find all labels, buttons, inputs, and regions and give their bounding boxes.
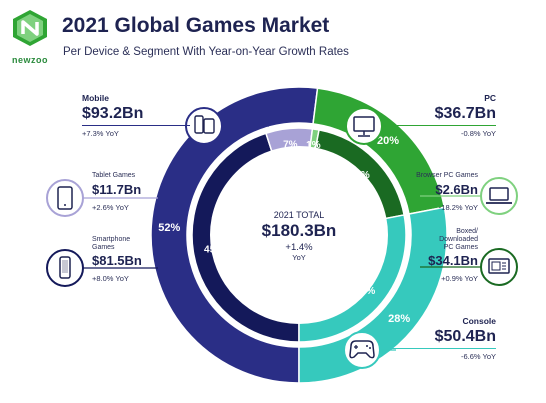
- console-yoy: -6.6% YoY: [460, 352, 496, 361]
- tablet-callout: Tablet Games $11.7Bn +2.6% YoY: [92, 172, 162, 212]
- console-value: $50.4Bn: [434, 328, 496, 345]
- outer-slice-mobile: [150, 86, 319, 384]
- pc-monitor-icon: [345, 107, 383, 145]
- pc-rule: [388, 125, 496, 126]
- inner-label-boxed: 19%: [350, 170, 370, 181]
- mobile-title: Mobile: [82, 93, 109, 103]
- outer-ring: [150, 86, 448, 384]
- inner-label-console: 28%: [355, 286, 375, 297]
- browser-title: Browser PC Games: [416, 172, 478, 179]
- mobile-icon: [185, 107, 223, 145]
- smartphone-title-line2: Games: [92, 244, 115, 251]
- boxed-title-line1: Boxed/: [456, 228, 478, 235]
- mobile-yoy: +7.3% YoY: [82, 129, 119, 138]
- console-title: Console: [462, 316, 496, 326]
- slice-labels: 52% 20% 28% 45% 7% 1% 19% 28%: [158, 135, 410, 325]
- gamepad-icon: [343, 331, 381, 369]
- center-value: $180.3Bn: [261, 221, 337, 240]
- page-subtitle: Per Device & Segment With Year-on-Year G…: [63, 46, 349, 58]
- outer-label-mobile: 52%: [158, 222, 180, 234]
- center-hole: [210, 146, 388, 324]
- boxed-value: $34.1Bn: [428, 253, 478, 268]
- smartphone-value: $81.5Bn: [92, 253, 142, 268]
- console-callout: Console $50.4Bn -6.6% YoY: [386, 316, 496, 361]
- smartphone-callout: Smartphone Games $81.5Bn +8.0% YoY: [92, 236, 162, 283]
- inner-label-smartphone: 45%: [204, 244, 224, 255]
- tablet-value: $11.7Bn: [92, 182, 142, 197]
- boxed-yoy: +0.9% YoY: [441, 274, 478, 283]
- newzoo-logo: newzoo: [10, 8, 50, 65]
- browser-callout: Browser PC Games $2.6Bn -18.2% YoY: [396, 172, 478, 212]
- mobile-callout: Mobile $93.2Bn +7.3% YoY: [82, 93, 192, 138]
- pc-value: $36.7Bn: [434, 105, 496, 122]
- browser-value: $2.6Bn: [435, 182, 478, 197]
- mobile-value: $93.2Bn: [82, 105, 144, 122]
- logo-text: newzoo: [12, 55, 48, 65]
- boxed-pc-icon: [480, 248, 518, 286]
- console-rule: [386, 348, 496, 349]
- inner-label-tablet: 7%: [283, 139, 298, 150]
- tablet-icon: [46, 179, 84, 217]
- tablet-title: Tablet Games: [92, 172, 136, 179]
- boxed-title-line3: PC Games: [443, 244, 478, 251]
- mobile-rule: [82, 125, 190, 126]
- pc-yoy: -0.8% YoY: [460, 129, 496, 138]
- outer-slice-console: [298, 206, 448, 384]
- newzoo-logo-icon: [13, 10, 47, 46]
- outer-label-pc: 20%: [377, 135, 399, 147]
- pc-callout: PC $36.7Bn -0.8% YoY: [388, 93, 496, 138]
- smartphone-title-line1: Smartphone: [92, 236, 131, 243]
- smartphone-icon: [46, 249, 84, 287]
- center-total: 2021 TOTAL $180.3Bn +1.4% YoY: [244, 210, 354, 262]
- tablet-yoy: +2.6% YoY: [92, 203, 129, 212]
- outer-label-console: 28%: [388, 313, 410, 325]
- smartphone-yoy: +8.0% YoY: [92, 274, 129, 283]
- center-growth-label: YoY: [292, 253, 306, 262]
- laptop-icon: [480, 177, 518, 215]
- center-growth: +1.4%: [285, 242, 313, 253]
- boxed-callout: Boxed/ Downloaded PC Games $34.1Bn +0.9%…: [396, 228, 478, 283]
- pc-title: PC: [484, 93, 496, 103]
- inner-label-browser: 1%: [306, 140, 321, 151]
- browser-yoy: -18.2% YoY: [438, 203, 478, 212]
- boxed-title-line2: Downloaded: [439, 236, 478, 243]
- center-label: 2021 TOTAL: [273, 210, 325, 220]
- page-title: 2021 Global Games Market: [62, 14, 330, 37]
